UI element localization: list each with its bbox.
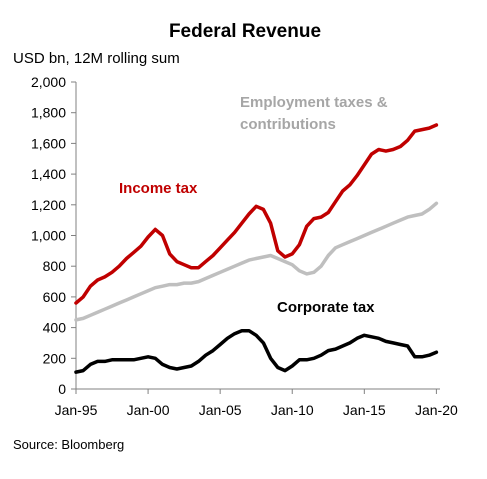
chart-title: Federal Revenue bbox=[169, 21, 321, 42]
y-tick-label: 600 bbox=[43, 289, 67, 305]
y-tick-label: 1,000 bbox=[31, 228, 66, 244]
y-tick-label: 1,600 bbox=[31, 135, 66, 151]
corporate-tax-label: Corporate tax bbox=[277, 299, 375, 316]
x-tick-label: Jan-05 bbox=[199, 402, 242, 418]
x-tick-label: Jan-95 bbox=[55, 402, 98, 418]
y-tick-label: 800 bbox=[43, 258, 67, 274]
series-lines bbox=[74, 123, 439, 374]
corporate-tax-line bbox=[74, 328, 439, 374]
employment-taxes-label-line2: contributions bbox=[240, 116, 336, 133]
y-tick-label: 1,800 bbox=[31, 105, 66, 121]
employment-taxes-line bbox=[74, 201, 439, 322]
x-tick-label: Jan-10 bbox=[271, 402, 314, 418]
y-tick-label: 0 bbox=[58, 381, 66, 397]
y-tick-label: 1,400 bbox=[31, 166, 66, 182]
y-axis: 0 200 400 600 800 1,000 1,200 1,400 1,600 1,800 2,… bbox=[31, 74, 77, 397]
y-tick-label: 1,200 bbox=[31, 197, 66, 213]
income-tax-line bbox=[74, 123, 439, 305]
x-tick-label: Jan-00 bbox=[127, 402, 170, 418]
y-tick-label: 2,000 bbox=[31, 74, 66, 90]
x-tick-label: Jan-20 bbox=[415, 402, 458, 418]
y-tick-label: 200 bbox=[43, 350, 67, 366]
y-tick-label: 400 bbox=[43, 320, 67, 336]
source-note: Source: Bloomberg bbox=[13, 437, 124, 452]
employment-taxes-label-line1: Employment taxes & bbox=[240, 94, 388, 111]
x-tick-label: Jan-15 bbox=[343, 402, 386, 418]
x-axis: Jan-95 Jan-00 Jan-05 Jan-10 Jan-15 Jan-20 bbox=[55, 388, 458, 418]
chart-subtitle: USD bn, 12M rolling sum bbox=[13, 50, 180, 67]
income-tax-label: Income tax bbox=[119, 180, 198, 197]
